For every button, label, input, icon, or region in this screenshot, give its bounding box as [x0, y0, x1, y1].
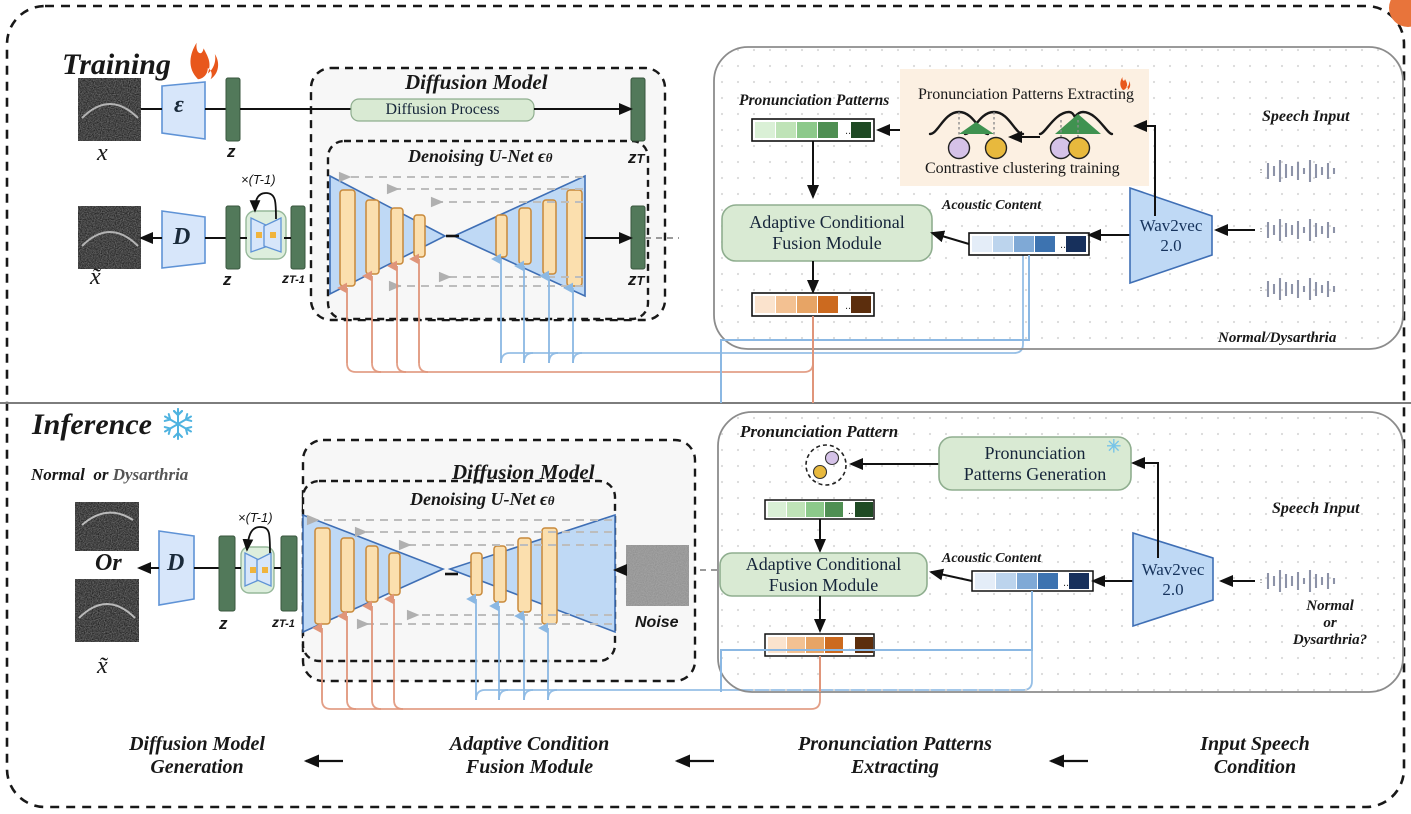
svg-text:..: ..: [1060, 239, 1066, 251]
svg-text:..: ..: [845, 300, 851, 312]
svg-text:..: ..: [1063, 577, 1069, 589]
svg-text:..: ..: [848, 506, 854, 517]
svg-text:..: ..: [845, 125, 851, 137]
svg-text:..: ..: [848, 642, 854, 653]
